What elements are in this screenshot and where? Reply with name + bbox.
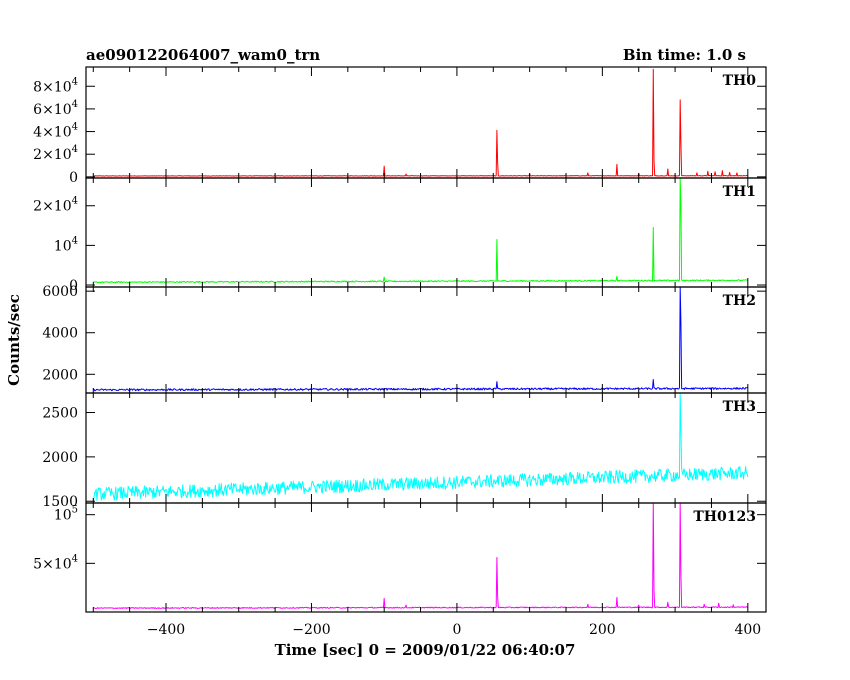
y-tick-label: 2×104 [33, 144, 78, 163]
y-tick-label: 0 [69, 170, 78, 186]
panel-name-label: TH0 [723, 73, 757, 89]
panel-name-label: TH2 [723, 293, 756, 309]
panel-name-label: TH3 [723, 399, 756, 415]
panel-name-label: TH1 [723, 184, 756, 200]
panel-frame [85, 66, 767, 179]
series-line-th2 [93, 287, 748, 392]
y-tick-label: 2000 [42, 450, 78, 466]
x-axis-label: Time [sec] 0 = 2009/01/22 06:40:07 [275, 641, 576, 659]
y-tick-label: 2000 [42, 367, 78, 383]
y-tick-label: 4000 [42, 326, 78, 342]
y-tick-label: 0 [69, 278, 78, 294]
x-tick-label: 0 [452, 622, 461, 638]
panel-name-label: TH0123 [693, 509, 756, 525]
y-tick-label: 4×104 [33, 122, 78, 141]
panel-frame [85, 392, 767, 504]
series-line-th0 [93, 68, 748, 177]
series-line-th1 [93, 178, 749, 284]
x-tick-label: 200 [589, 622, 616, 638]
y-axis-label: Counts/sec [5, 294, 23, 386]
y-tick-label: 2500 [42, 406, 78, 422]
y-tick-label: 1500 [42, 494, 78, 510]
x-tick-label: 400 [734, 622, 761, 638]
series-line-th0123 [93, 503, 749, 610]
y-tick-label: 6000 [42, 284, 78, 300]
y-tick-label: 6×104 [33, 99, 78, 118]
panel-th2: 2000 4000 6000 TH2 [42, 284, 767, 394]
x-tick-label: −200 [292, 622, 330, 638]
x-tick-label: −400 [147, 622, 185, 638]
panel-frame [85, 502, 767, 613]
y-tick-label: 2×104 [33, 196, 78, 215]
series-line-th3 [92, 393, 749, 501]
y-tick-label: 105 [54, 505, 78, 524]
y-tick-label: 8×104 [33, 76, 78, 95]
panel-th3: 1500 2000 2500 TH3 [42, 392, 767, 510]
panel-frame [85, 286, 767, 394]
chart-title: ae090122064007_wam0_trn [86, 46, 320, 64]
y-tick-label: 5×104 [33, 553, 78, 572]
chart-subtitle: Bin time: 1.0 s [623, 46, 746, 64]
panel-th0: 0 2×104 4×104 6×104 8×104 TH0 [33, 66, 767, 186]
panel-th1: 0 104 2×104 TH1 [33, 177, 767, 294]
panel-frame [85, 177, 767, 288]
panel-th0123: 5×104 105 TH0123 [33, 502, 767, 613]
y-tick-label: 104 [54, 235, 78, 254]
